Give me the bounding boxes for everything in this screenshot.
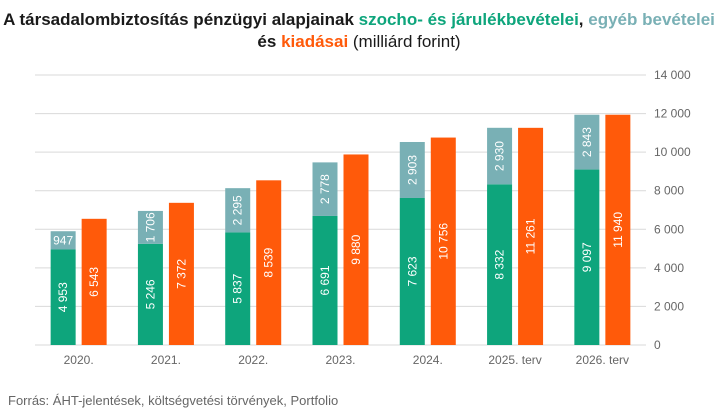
y-tick-label: 12 000 [654, 107, 691, 121]
bar-kiadas [430, 137, 456, 345]
data-label-szocho: 5 837 [231, 273, 245, 303]
data-label-szocho: 6 691 [318, 265, 332, 295]
data-label-kiadas: 11 940 [611, 212, 625, 248]
bar-egyeb [137, 210, 163, 244]
y-tick-label: 2 000 [654, 299, 684, 313]
bar-szocho [487, 184, 513, 345]
title-text-2: , [578, 10, 589, 29]
data-label-kiadas: 11 261 [524, 218, 538, 254]
data-label-kiadas: 8 539 [262, 247, 276, 277]
bar-kiadas [256, 180, 282, 345]
data-label-egyeb: 2 295 [231, 195, 245, 225]
bar-kiadas [518, 127, 544, 345]
bar-egyeb [312, 162, 338, 216]
x-tick-label: 2020. [64, 353, 94, 367]
title-szocho: szocho- és járulékbevételei [358, 10, 579, 29]
x-tick-label: 2021. [151, 353, 181, 367]
data-label-egyeb: 947 [53, 233, 73, 247]
chart-title: A társadalombiztosítás pénzügyi alapjain… [0, 9, 718, 53]
x-tick-label: 2023. [325, 353, 355, 367]
x-tick-label: 2026. terv [576, 353, 629, 367]
title-kiadas: kiadásai [281, 32, 349, 51]
bar-szocho [399, 197, 425, 345]
y-tick-label: 6 000 [654, 222, 684, 236]
bar-egyeb [50, 231, 76, 250]
bar-egyeb [225, 188, 251, 233]
data-label-egyeb: 2 778 [318, 174, 332, 204]
data-label-kiadas: 10 756 [436, 223, 450, 260]
data-label-egyeb: 2 843 [580, 127, 594, 157]
bar-kiadas [168, 202, 194, 345]
bar-kiadas [605, 114, 631, 345]
bar-chart: 0 2 000 4 000 6 000 8 000 10 000 12 000 14 000 4… [35, 68, 691, 367]
bar-egyeb [399, 141, 425, 198]
data-label-kiadas: 9 880 [349, 234, 363, 264]
bar-egyeb [574, 114, 600, 170]
y-tick-label: 8 000 [654, 184, 684, 198]
bar-szocho [574, 169, 600, 345]
x-tick-label: 2022. [238, 353, 268, 367]
x-tick-label: 2024. [413, 353, 443, 367]
x-tick-label: 2025. terv [488, 353, 541, 367]
bar-szocho [50, 249, 76, 345]
title-unit: (milliárd forint) [348, 32, 461, 51]
data-label-egyeb: 2 930 [493, 141, 507, 171]
title-egyeb: egyéb bevételei [588, 10, 715, 29]
data-label-egyeb: 1 706 [143, 212, 157, 242]
y-tick-label: 0 [654, 338, 661, 352]
data-label-kiadas: 7 372 [174, 259, 188, 289]
bar-egyeb [487, 127, 513, 185]
source-note: Forrás: ÁHT-jelentések, költségvetési tö… [8, 393, 339, 408]
data-label-szocho: 4 953 [56, 282, 70, 312]
bar-szocho [312, 215, 338, 345]
bar-szocho [225, 232, 251, 345]
bar-szocho [137, 243, 163, 345]
data-label-kiadas: 6 543 [87, 267, 101, 297]
y-tick-label: 4 000 [654, 261, 684, 275]
data-label-szocho: 7 623 [405, 256, 419, 286]
data-label-egyeb: 2 903 [405, 155, 419, 185]
bar-kiadas [81, 218, 107, 345]
bar-kiadas [343, 154, 369, 345]
y-tick-label: 10 000 [654, 145, 691, 159]
y-tick-label: 14 000 [654, 68, 691, 82]
data-label-szocho: 8 332 [493, 249, 507, 279]
title-text-1: A társadalombiztosítás pénzügyi alapjain… [3, 10, 359, 29]
data-label-szocho: 5 246 [143, 279, 157, 309]
title-text-3: és [257, 32, 282, 51]
data-label-szocho: 9 097 [580, 242, 594, 272]
